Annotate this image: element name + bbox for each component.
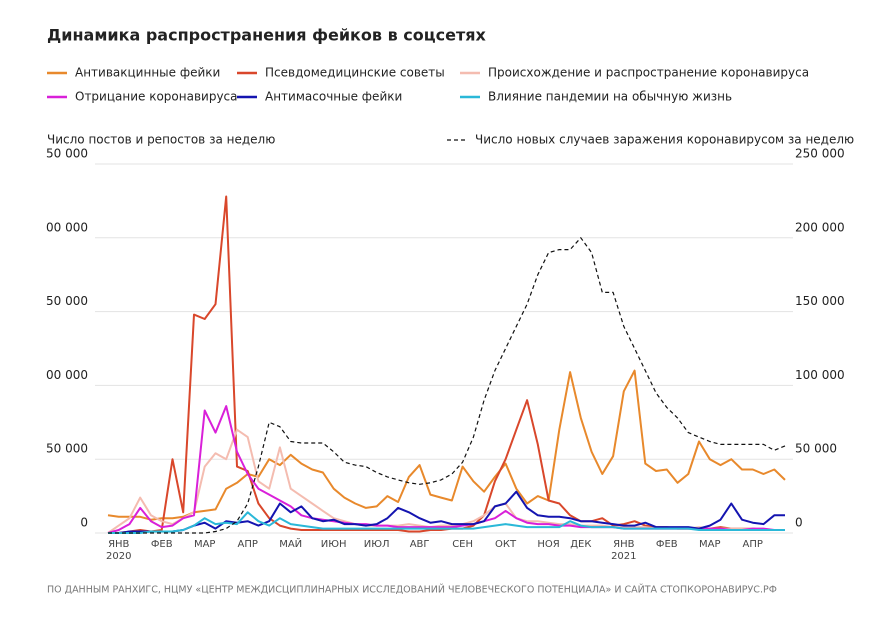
line bbox=[108, 511, 785, 534]
legend-label: Антимасочные фейки bbox=[265, 90, 402, 104]
y2-tick-label: 200 000 bbox=[795, 220, 845, 234]
x-tick-label: МАР bbox=[699, 539, 721, 550]
x-tick-label: МАР bbox=[193, 539, 216, 550]
y-axis-label: Число постов и репостов за неделю bbox=[47, 133, 275, 147]
x-tick-label: АПР bbox=[742, 539, 763, 550]
legend-label: Влияние пандемии на обычную жизнь bbox=[488, 90, 732, 104]
y2-tick-label: 0 bbox=[795, 516, 803, 530]
y-tick-label: 00 000 bbox=[46, 220, 88, 234]
x-tick-label: ИЮН bbox=[320, 539, 347, 550]
line bbox=[107, 428, 785, 534]
legend-label: Число новых случаев заражения коронавиру… bbox=[475, 133, 854, 147]
x-tick-label: АВГ bbox=[409, 539, 430, 550]
source: ПО ДАННЫМ РАНХИГС, НЦМУ «ЦЕНТР МЕЖДИСЦИП… bbox=[47, 584, 777, 596]
y2-tick-label: 100 000 bbox=[795, 368, 845, 382]
x-tick-label: МАЙ bbox=[279, 539, 303, 550]
chart-title: Динамика распространения фейков в соцсет… bbox=[47, 26, 486, 45]
y2-tick-label: 50 000 bbox=[795, 442, 837, 456]
x-tick-label: НОЯ bbox=[537, 539, 560, 550]
y-tick-label: 50 000 bbox=[46, 147, 88, 161]
x-tick-label: АПР bbox=[237, 539, 258, 550]
x-tick-label: ФЕВ bbox=[150, 539, 173, 550]
x-tick-label: ДЕК bbox=[570, 539, 592, 550]
x-tick-label: СЕН bbox=[452, 539, 474, 550]
line bbox=[108, 490, 785, 534]
y2-tick-label: 250 000 bbox=[795, 147, 845, 161]
y2-tick-label: 150 000 bbox=[795, 294, 845, 308]
y-tick-label: 50 000 bbox=[46, 442, 88, 456]
y-tick-label: 50 000 bbox=[46, 294, 88, 308]
x-tick-label: ФЕВ bbox=[655, 539, 678, 550]
x-tick-label: ЯНВ 2021 bbox=[611, 539, 637, 562]
legend-label: Антивакцинные фейки bbox=[75, 66, 220, 80]
line bbox=[107, 369, 786, 521]
line bbox=[108, 195, 785, 534]
x-tick-label: ЯНВ 2020 bbox=[106, 539, 132, 562]
line bbox=[107, 405, 785, 534]
legend-label: Отрицание коронавируса bbox=[75, 90, 238, 104]
x-tick-label: ОКТ bbox=[495, 539, 517, 550]
y-tick-label: 0 bbox=[80, 516, 88, 530]
legend-label: Псевдомедицинские советы bbox=[265, 66, 445, 80]
line bbox=[108, 237, 786, 534]
x-tick-label: ИЮЛ bbox=[363, 539, 390, 550]
y-tick-label: 00 000 bbox=[46, 368, 88, 382]
legend-label: Происхождение и распространение коронави… bbox=[488, 66, 809, 80]
